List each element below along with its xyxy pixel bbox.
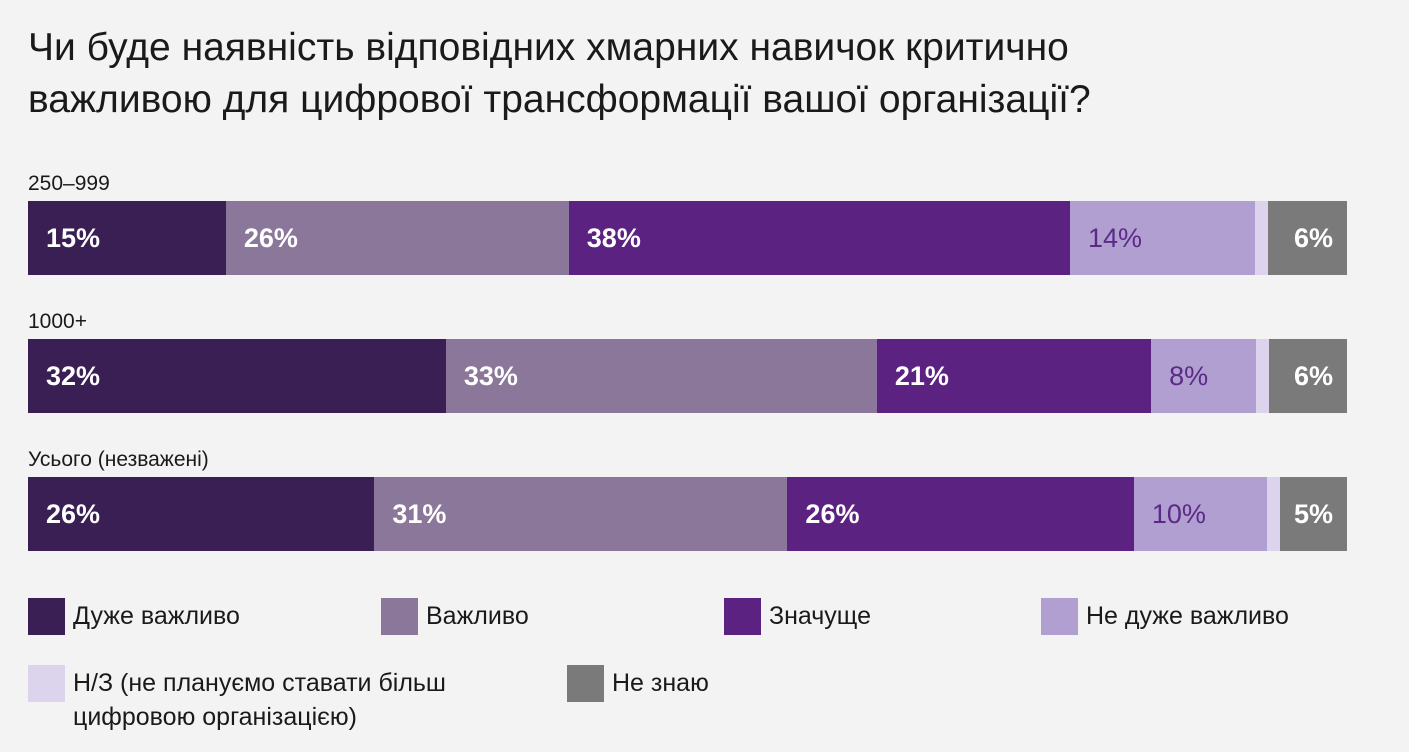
legend-label: Дуже важливо	[73, 602, 240, 630]
chart-title: Чи буде наявність відповідних хмарних на…	[28, 26, 1091, 121]
bar-1000-plus: 32% 33% 21% 8% 6%	[28, 339, 1347, 413]
group-label-total: Усього (незважені)	[28, 448, 209, 471]
bar-segment: 26%	[28, 477, 375, 551]
legend-item-dont-know: Не знаю	[567, 665, 709, 702]
legend-item-very-important: Дуже важливо	[28, 598, 240, 635]
bar-segment: 26%	[787, 477, 1134, 551]
bar-segment: 10%	[1133, 477, 1268, 551]
bar-total: 26% 31% 26% 10% 5%	[28, 477, 1347, 551]
group-label-250-999: 250–999	[28, 172, 110, 195]
bar-segment: 33%	[445, 339, 877, 413]
legend-swatch	[567, 665, 604, 702]
bar-segment: 26%	[225, 201, 569, 275]
legend-swatch	[724, 598, 761, 635]
bar-segment: 15%	[28, 201, 226, 275]
legend-swatch	[1041, 598, 1078, 635]
legend-label-line1: Н/З (не плануємо ставати більш	[73, 669, 446, 697]
legend-label: Важливо	[426, 602, 529, 630]
legend-swatch	[28, 598, 65, 635]
legend-label: Не знаю	[612, 669, 709, 697]
bar-segment: 8%	[1151, 339, 1256, 413]
legend-label: Н/З (не плануємо ставати більш цифровою …	[73, 665, 446, 734]
legend-item-not-applicable: Н/З (не плануємо ставати більш цифровою …	[28, 665, 446, 734]
bar-segment: 6%	[1267, 201, 1347, 275]
legend-swatch	[381, 598, 418, 635]
legend-label: Не дуже важливо	[1086, 602, 1289, 630]
bar-segment: 5%	[1280, 477, 1347, 551]
legend-swatch	[28, 665, 65, 702]
legend-item-important: Важливо	[381, 598, 529, 635]
legend-item-not-very-important: Не дуже важливо	[1041, 598, 1289, 635]
legend-label: Значуще	[769, 602, 871, 630]
bar-segment: 32%	[28, 339, 446, 413]
bar-segment: 21%	[876, 339, 1152, 413]
bar-segment: 31%	[374, 477, 788, 551]
group-label-1000-plus: 1000+	[28, 310, 87, 333]
legend-item-significant: Значуще	[724, 598, 871, 635]
bar-250-999: 15% 26% 38% 14% 6%	[28, 201, 1347, 275]
bar-segment: 38%	[568, 201, 1070, 275]
bar-segment: 6%	[1268, 339, 1347, 413]
bar-segment: 14%	[1070, 201, 1255, 275]
legend-label-line2: цифровою організацією)	[73, 703, 357, 731]
